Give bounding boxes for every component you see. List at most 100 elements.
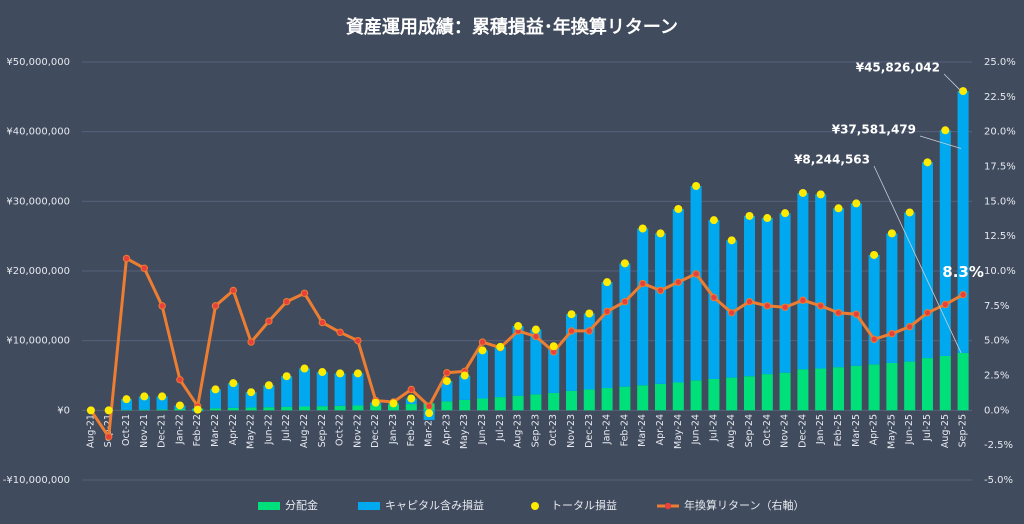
line-marker <box>140 264 149 272</box>
x-tick-label: Nov-23 <box>566 414 577 448</box>
annotation-leader <box>873 165 962 354</box>
bar <box>370 405 382 411</box>
line-marker <box>799 296 807 304</box>
x-tick-label: Apr-23 <box>441 414 452 445</box>
y-tick-label: ¥50,000,000 <box>6 57 70 68</box>
y2-tick-label: 25.0% <box>984 57 1016 68</box>
total-dot <box>300 364 309 373</box>
bar <box>565 390 578 411</box>
bar <box>512 395 524 411</box>
legend-label: キャピタル含み損益 <box>385 498 484 512</box>
total-dot <box>531 325 540 334</box>
line-marker <box>870 335 878 343</box>
line-marker <box>318 318 326 327</box>
x-tick-label: Jun-25 <box>904 414 915 445</box>
x-tick-label: Jan-23 <box>388 414 399 445</box>
line-marker <box>425 402 433 410</box>
y-tick-label: ¥0 <box>57 405 70 416</box>
total-dot <box>514 322 523 331</box>
bar <box>904 361 916 411</box>
line-marker <box>621 297 629 306</box>
x-tick-label: Feb-22 <box>192 414 203 446</box>
bar <box>726 377 738 411</box>
line-marker <box>336 328 344 337</box>
annotation: ¥45,826,042 <box>856 61 940 75</box>
annotation-leader <box>919 135 962 149</box>
total-dot <box>816 190 825 199</box>
bar <box>672 382 684 411</box>
x-tick-label: Dec-21 <box>157 414 168 448</box>
bar <box>494 397 506 411</box>
bar <box>886 362 898 411</box>
line-marker <box>122 254 131 263</box>
y-tick-label: ¥40,000,000 <box>6 127 70 138</box>
chart-title: 資産運用成績：累積損益･年換算リターン <box>346 16 678 38</box>
x-tick-label: May-24 <box>673 414 684 449</box>
x-tick-label: Jun-22 <box>263 414 274 445</box>
total-dot <box>460 371 469 380</box>
total-dot <box>389 399 398 408</box>
total-dot <box>496 342 505 351</box>
bar <box>654 383 667 411</box>
bar <box>476 350 489 399</box>
x-tick-label: Aug-21 <box>85 414 96 448</box>
line-marker <box>923 309 932 317</box>
bar <box>690 186 702 381</box>
x-tick-label: Apr-22 <box>228 414 239 445</box>
bar <box>779 213 791 373</box>
bar <box>334 405 346 411</box>
bar <box>352 405 364 411</box>
total-dot <box>887 229 896 238</box>
annotation: ¥37,581,479 <box>832 123 916 137</box>
x-tick-label: Jul-23 <box>495 414 506 442</box>
x-tick-label: Jul-25 <box>922 414 933 442</box>
bar <box>868 254 880 365</box>
x-tick-label: Aug-24 <box>726 414 737 448</box>
total-dot <box>549 342 558 351</box>
line-marker <box>639 279 647 288</box>
x-tick-label: May-22 <box>246 414 257 449</box>
bar <box>690 380 702 411</box>
bar <box>281 376 293 407</box>
y2-tick-label: -5.0% <box>984 475 1013 486</box>
line-marker <box>211 302 220 310</box>
line-marker <box>710 293 718 302</box>
x-tick-label: Feb-25 <box>833 414 844 446</box>
x-tick-label: Sep-24 <box>744 414 755 447</box>
bar <box>387 404 400 411</box>
bar <box>957 91 969 353</box>
bar <box>815 194 827 369</box>
line-marker <box>852 310 860 318</box>
bar <box>654 233 667 384</box>
total-dot <box>229 379 238 388</box>
total-dot <box>122 395 131 404</box>
bar <box>352 373 364 406</box>
bar <box>209 389 222 409</box>
bar <box>530 394 542 411</box>
x-tick-label: Mar-22 <box>210 414 221 447</box>
x-tick-label: Oct-21 <box>121 414 132 446</box>
x-tick-label: Jul-22 <box>281 414 292 442</box>
total-dot <box>620 259 629 268</box>
bar <box>743 376 756 411</box>
bar <box>761 374 773 411</box>
x-tick-label: Oct-22 <box>335 414 346 446</box>
bar <box>245 407 257 411</box>
total-dot <box>371 398 380 407</box>
y2-tick-label: 10.0% <box>984 266 1016 277</box>
x-tick-label: May-23 <box>459 414 470 449</box>
bar <box>263 407 275 411</box>
total-dot <box>86 406 95 415</box>
line-marker <box>817 302 825 310</box>
bar <box>797 192 809 370</box>
total-dot <box>442 377 451 386</box>
x-tick-label: Mar-23 <box>424 414 435 447</box>
line-marker <box>300 289 309 297</box>
bar <box>743 215 756 377</box>
bar <box>583 389 595 411</box>
total-dot <box>407 394 416 403</box>
line-marker <box>656 286 665 295</box>
total-dot <box>603 278 612 287</box>
bar <box>298 406 311 411</box>
total-dot <box>781 209 790 218</box>
